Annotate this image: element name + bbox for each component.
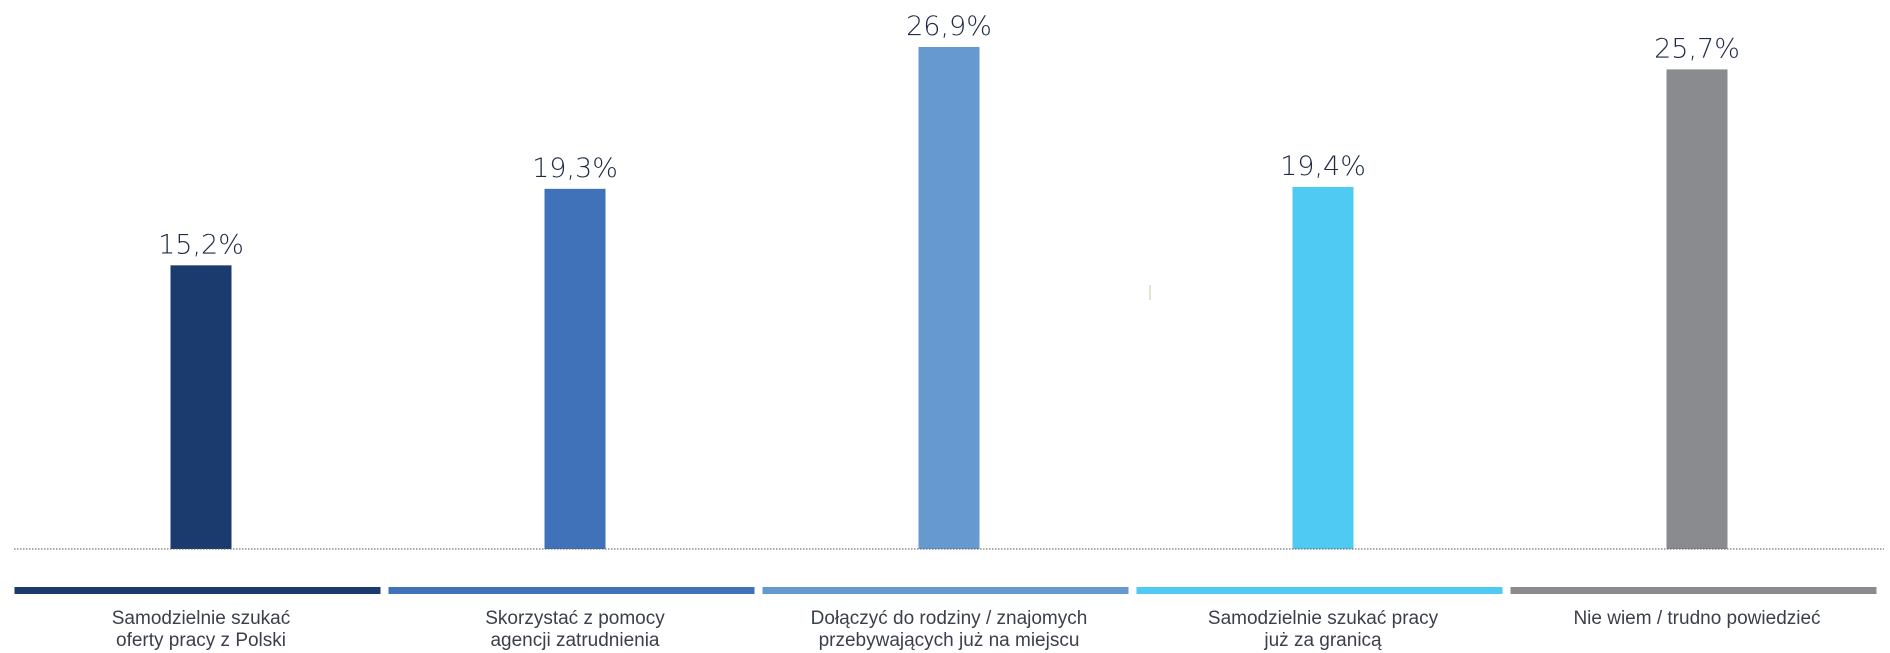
category-label-line: już za granicą — [1264, 630, 1382, 651]
category-label-line: Skorzystać z pomocy — [485, 608, 665, 629]
value-labels-group: 15,2% 19,3% 26,9% 19,4% 25,7% — [158, 11, 1740, 260]
bars-group — [170, 47, 1728, 550]
value-label-3: 26,9% — [906, 11, 992, 42]
value-label-4: 19,4% — [1280, 151, 1366, 182]
value-label-2: 19,3% — [532, 153, 618, 184]
legend-color-strips — [14, 587, 1877, 594]
category-label-line: Samodzielnie szukać pracy — [1207, 608, 1439, 629]
category-label-line: oferty pracy z Polski — [116, 630, 286, 651]
category-label-3: Dołączyć do rodziny / znajomych przebywaj… — [784, 608, 1114, 652]
bar-4 — [1292, 186, 1354, 549]
category-label-line: Nie wiem / trudno powiedzieć — [1573, 608, 1821, 629]
category-label-line: przebywających już na miejscu — [818, 630, 1080, 651]
value-label-1: 15,2% — [158, 229, 244, 260]
legend-strip-3 — [762, 587, 1129, 594]
category-label-line: Samodzielnie szukać — [111, 608, 291, 629]
category-label-1: Samodzielnie szukać oferty pracy z Polski — [36, 608, 366, 652]
category-label-line: agencji zatrudnienia — [490, 630, 660, 651]
value-label-5: 25,7% — [1654, 33, 1740, 64]
category-label-5: Nie wiem / trudno powiedzieć — [1532, 608, 1862, 630]
bar-1 — [170, 265, 232, 549]
legend-strip-1 — [14, 587, 381, 594]
category-label-line: Dołączyć do rodziny / znajomych — [810, 608, 1088, 629]
category-label-4: Samodzielnie szukać pracy już za granicą — [1158, 608, 1488, 652]
bar-5 — [1666, 69, 1728, 550]
legend-strip-4 — [1136, 587, 1503, 594]
legend-strip-5 — [1510, 587, 1877, 594]
legend-strip-2 — [388, 587, 755, 594]
bar-3 — [918, 47, 980, 549]
bar-2 — [544, 188, 606, 550]
category-label-2: Skorzystać z pomocy agencji zatrudnienia — [410, 608, 740, 652]
